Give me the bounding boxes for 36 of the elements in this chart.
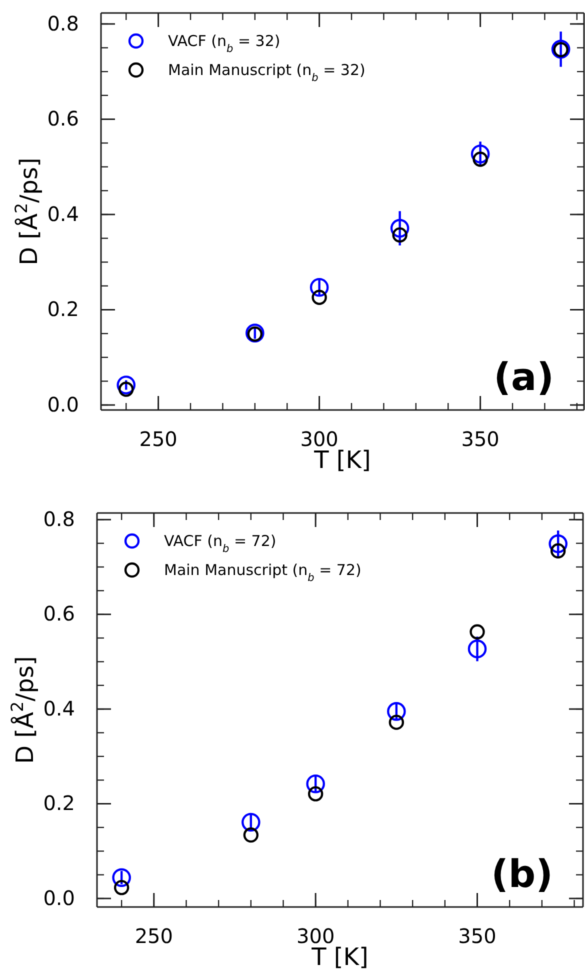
x-tick-label: 350 <box>458 924 496 948</box>
point <box>470 624 485 640</box>
point <box>242 812 260 832</box>
point <box>112 868 131 888</box>
point <box>114 880 130 896</box>
point <box>390 218 410 238</box>
legend-label: VACF (n$_{b}$ = 32) <box>168 32 280 55</box>
point <box>470 144 490 164</box>
annotation: (b) <box>491 852 553 896</box>
legend-label: Main Manuscript (n$_{b}$ = 72) <box>164 561 362 584</box>
y-tick-label: 0.2 <box>47 297 79 322</box>
point <box>308 786 324 802</box>
legend-label: Main Manuscript (n$_{b}$ = 32) <box>168 61 366 84</box>
point <box>388 714 404 730</box>
y-tick-label: 0.6 <box>47 106 79 131</box>
point <box>243 827 259 843</box>
annotation: (a) <box>494 355 554 399</box>
y-tick-label: 0.0 <box>47 392 79 416</box>
point <box>310 278 329 297</box>
x-tick-label: 350 <box>461 427 500 452</box>
x-tick-label: 250 <box>139 427 178 452</box>
point <box>312 290 327 305</box>
y-tick-label: 0.0 <box>43 886 75 910</box>
y-tick-label: 0.4 <box>43 696 75 720</box>
y-tick-label: 0.2 <box>43 791 75 816</box>
x-tick-label: 250 <box>134 924 174 948</box>
legend-label: VACF (n$_{b}$ = 72) <box>164 532 276 555</box>
point <box>548 534 568 554</box>
point <box>306 774 325 794</box>
y-tick-label: 0.8 <box>43 507 75 532</box>
y-tick-label: 0.8 <box>47 11 79 36</box>
y-tick-label: 0.4 <box>47 202 79 226</box>
point <box>468 640 487 658</box>
point <box>116 376 136 394</box>
y-tick-label: 0.6 <box>43 602 75 626</box>
point <box>387 702 406 721</box>
